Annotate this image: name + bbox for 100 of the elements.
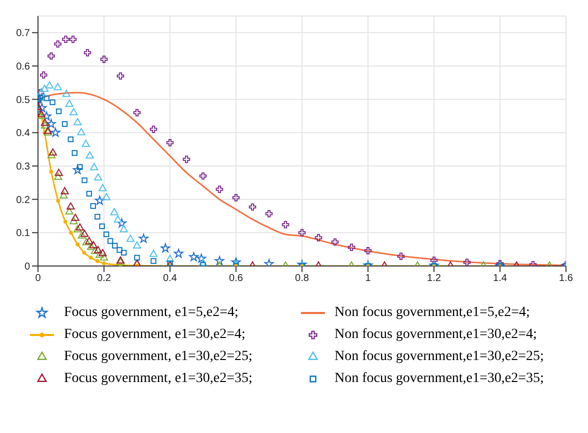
point <box>90 163 98 170</box>
point <box>248 203 256 211</box>
point <box>94 173 102 181</box>
point <box>110 208 118 216</box>
point <box>46 119 56 128</box>
point <box>99 223 105 230</box>
point <box>66 202 75 210</box>
point <box>199 172 207 180</box>
point <box>160 243 170 252</box>
point <box>72 165 82 174</box>
point <box>91 246 100 254</box>
point <box>69 36 77 43</box>
point <box>70 108 78 116</box>
legend-label: Non focus government,e1=5,e2=4; <box>334 305 530 321</box>
point <box>116 72 124 80</box>
point <box>76 223 84 231</box>
point <box>150 258 156 264</box>
point <box>198 258 208 266</box>
point <box>74 225 82 232</box>
point <box>60 191 68 199</box>
point <box>82 238 91 246</box>
point <box>133 109 141 116</box>
point <box>42 111 52 120</box>
point <box>60 187 69 194</box>
point <box>86 151 94 159</box>
point <box>94 246 102 254</box>
point <box>40 118 49 126</box>
point <box>96 250 104 258</box>
point <box>94 214 100 220</box>
point <box>70 217 78 224</box>
point <box>166 139 174 146</box>
legend-label: Focus government, e1=30,e2=35; <box>64 371 252 387</box>
point <box>40 84 49 92</box>
y-tick-label: 0.4 <box>16 128 30 140</box>
point <box>265 210 273 218</box>
point <box>189 252 198 262</box>
y-tick-label: 0.3 <box>16 162 30 173</box>
point <box>40 71 48 79</box>
point <box>430 256 438 264</box>
point <box>98 184 107 192</box>
point <box>463 258 471 266</box>
point <box>364 247 372 254</box>
point <box>82 140 90 147</box>
point <box>132 241 142 249</box>
x-tick-label: 0.2 <box>97 273 112 284</box>
point <box>166 254 174 262</box>
point <box>74 118 82 126</box>
point <box>112 242 118 249</box>
point <box>397 252 405 260</box>
point <box>282 221 290 228</box>
point <box>54 172 62 180</box>
point <box>54 168 63 176</box>
x-tick-label: 0.8 <box>295 273 310 284</box>
point <box>56 108 62 114</box>
point <box>348 244 356 251</box>
point <box>80 230 89 237</box>
point <box>82 177 88 184</box>
point <box>298 229 306 236</box>
point <box>86 190 92 197</box>
point <box>48 148 57 156</box>
point <box>100 56 108 63</box>
point <box>107 238 114 244</box>
point <box>90 203 96 209</box>
point <box>232 194 240 202</box>
y-tick-label: 0.5 <box>16 94 30 106</box>
y-tick-label: 0.2 <box>16 194 30 206</box>
point <box>174 248 184 258</box>
point <box>98 249 107 256</box>
point <box>54 40 62 48</box>
legend-label: Non focus government,e1=30,e2=4; <box>334 327 537 343</box>
point <box>116 247 122 253</box>
point <box>103 231 110 238</box>
point <box>314 234 322 242</box>
y-tick-label: 0.6 <box>16 62 30 73</box>
point <box>71 214 80 221</box>
point <box>126 234 134 242</box>
point <box>120 250 127 256</box>
point <box>65 100 74 107</box>
legend-label: Focus government, e1=5,e2=4; <box>64 305 238 321</box>
point <box>117 218 127 228</box>
point <box>50 128 60 137</box>
x-tick-label: 1.2 <box>427 273 442 284</box>
point <box>196 254 206 263</box>
point <box>85 237 94 244</box>
point <box>65 207 74 215</box>
point <box>182 156 190 163</box>
point <box>38 103 47 112</box>
point <box>138 234 148 243</box>
point <box>78 231 86 239</box>
y-tick-label: 0.1 <box>16 228 30 240</box>
point <box>84 49 92 56</box>
point <box>214 256 224 266</box>
x-tick-label: 0.6 <box>229 273 244 284</box>
point <box>40 121 49 129</box>
point <box>68 136 74 142</box>
point <box>116 258 125 266</box>
x-tick-label: 0 <box>35 273 42 284</box>
point <box>87 242 96 250</box>
point <box>72 150 78 156</box>
y-tick-label: 0 <box>24 262 30 273</box>
